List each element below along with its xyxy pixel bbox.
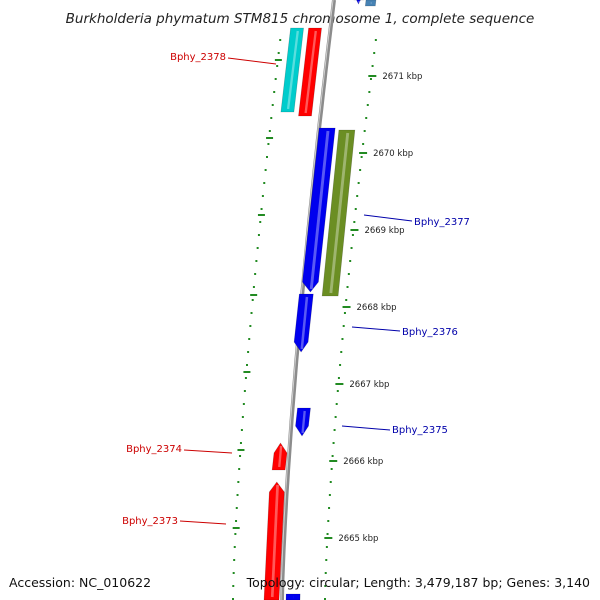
kbp-label: 2671 kbp xyxy=(382,72,422,82)
map-title: Burkholderia phymatum STM815 chromosome … xyxy=(66,11,535,27)
bphy-2375-label: Bphy_2375 xyxy=(392,425,448,436)
bphy-2374-leader-line xyxy=(183,449,233,454)
gene-feature-cyan-shine xyxy=(286,30,299,110)
bphy-2378-leader-line xyxy=(227,57,277,65)
gene-feature-bphy-2378-shine xyxy=(304,30,317,114)
kbp-label: 2670 kbp xyxy=(373,149,413,159)
bphy-2373-label: Bphy_2373 xyxy=(122,516,178,527)
gene-feature-bphy-2377-olive-shine xyxy=(329,132,350,294)
tick-marks xyxy=(232,39,377,600)
gene-feature-bottom-blue xyxy=(285,593,301,600)
gene-feature-cyan xyxy=(280,27,304,113)
gene-feature-bphy-2374-shine xyxy=(278,445,283,468)
gene-feature-bphy-2375 xyxy=(295,407,311,437)
bphy-2378-label: Bphy_2378 xyxy=(170,52,226,63)
gene-feature-top-steel xyxy=(364,0,377,7)
gene-feature-bphy-2377-blue xyxy=(302,127,336,293)
gene-labels: Bphy_2378 Bphy_2377 Bphy_2376 Bphy_2375 Bphy… xyxy=(122,52,470,527)
kbp-label: 2665 kbp xyxy=(338,534,378,544)
gene-feature-bphy-2376 xyxy=(293,293,314,353)
kbp-label: 2666 kbp xyxy=(343,457,383,467)
bphy-2373-leader-line xyxy=(179,520,227,525)
gene-feature-bphy-2373-shine xyxy=(270,484,279,598)
accession-text: Accession: NC_010622 xyxy=(9,575,151,590)
scale-labels: 2671 kbp 2670 kbp 2669 kbp 2668 kbp 2667 kbp… xyxy=(338,72,422,544)
bphy-2376-label: Bphy_2376 xyxy=(402,327,458,338)
gene-features xyxy=(263,0,377,600)
bphy-2377-leader-line xyxy=(363,214,413,222)
gene-feature-bphy-2375-shine xyxy=(301,410,306,434)
gene-feature-top-blue xyxy=(353,0,365,5)
gene-feature-bphy-2378 xyxy=(298,27,322,117)
gene-feature-bphy-2377-blue-shine xyxy=(309,130,330,290)
gene-feature-bphy-2377-olive xyxy=(321,129,356,297)
bphy-2374-label: Bphy_2374 xyxy=(126,444,182,455)
bphy-2375-leader-line xyxy=(341,425,391,431)
gene-feature-bphy-2376-shine xyxy=(300,296,309,350)
summary-text: Topology: circular; Length: 3,479,187 bp… xyxy=(246,575,590,590)
bphy-2377-label: Bphy_2377 xyxy=(414,217,470,228)
kbp-label: 2668 kbp xyxy=(357,303,397,313)
kbp-label: 2667 kbp xyxy=(349,380,389,390)
bphy-2376-leader-line xyxy=(351,326,401,332)
gene-feature-bphy-2374 xyxy=(271,442,288,471)
kbp-label: 2669 kbp xyxy=(364,226,404,236)
gene-feature-bphy-2373 xyxy=(263,481,285,600)
